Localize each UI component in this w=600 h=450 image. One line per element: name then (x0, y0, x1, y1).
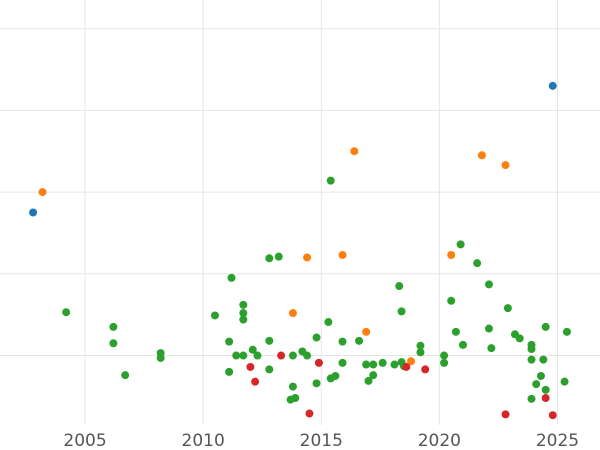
data-point-s2-54 (473, 259, 482, 268)
data-point-s2-40 (378, 358, 387, 367)
data-point-s2-7 (225, 337, 234, 346)
data-point-s2-36 (362, 360, 371, 369)
data-point-s2-62 (527, 344, 536, 353)
data-point-s2-68 (541, 385, 550, 394)
data-point-s2-42 (395, 282, 404, 291)
data-point-s2-32 (331, 371, 340, 380)
data-point-s2-18 (265, 336, 274, 345)
x-tick-label-0: 2005 (63, 431, 106, 450)
data-point-s2-11 (239, 351, 248, 360)
data-point-s2-20 (274, 252, 283, 261)
data-point-s1-8 (477, 151, 486, 160)
data-point-s2-30 (326, 176, 335, 185)
points-layer (29, 81, 571, 420)
data-point-s1-1 (288, 309, 297, 318)
data-point-s2-63 (527, 355, 536, 364)
data-point-s1-7 (447, 251, 456, 259)
data-point-s2-67 (539, 355, 548, 364)
grid-layer (0, 0, 600, 425)
data-point-s2-2 (109, 339, 118, 348)
data-point-s1-2 (303, 253, 312, 262)
data-point-s2-1 (109, 322, 118, 331)
x-tick-label-3: 2020 (418, 431, 461, 450)
data-point-s2-19 (265, 365, 274, 374)
data-point-s2-53 (458, 340, 467, 349)
data-point-s2-6 (210, 311, 219, 320)
data-point-s2-3 (121, 371, 130, 380)
data-point-s2-70 (560, 377, 569, 386)
x-tick-label-4: 2025 (536, 431, 579, 450)
data-point-s2-5 (156, 353, 165, 362)
data-point-s1-4 (350, 147, 359, 156)
data-point-s2-57 (487, 344, 496, 353)
data-point-s2-50 (447, 296, 456, 305)
data-point-s3-3 (305, 409, 314, 418)
data-point-s2-21 (288, 351, 297, 360)
data-point-s2-17 (265, 254, 274, 263)
data-point-s2-24 (291, 394, 300, 403)
data-point-s3-1 (251, 377, 260, 386)
data-point-s2-55 (484, 280, 493, 289)
data-point-s2-47 (416, 348, 425, 357)
data-point-s2-49 (440, 358, 449, 367)
data-point-s1-5 (362, 327, 371, 336)
x-tick-labels: 2005 2010 2015 2020 2025 (63, 431, 579, 450)
data-point-s2-28 (312, 379, 321, 388)
data-point-s2-56 (484, 324, 493, 333)
data-point-s2-15 (248, 345, 257, 354)
data-point-s2-46 (416, 341, 425, 350)
data-point-s0-0 (29, 208, 38, 217)
data-point-s2-60 (515, 334, 524, 343)
data-point-s2-33 (338, 337, 347, 346)
data-point-s3-8 (541, 394, 550, 403)
data-point-s3-7 (501, 410, 510, 419)
data-point-s1-9 (501, 161, 510, 170)
x-tick-label-2: 2015 (300, 431, 343, 450)
data-point-s2-64 (527, 394, 536, 403)
data-point-s3-2 (277, 351, 286, 360)
data-point-s2-35 (355, 336, 364, 345)
data-point-s2-27 (312, 333, 321, 342)
data-point-s2-38 (369, 371, 378, 380)
data-point-s1-0 (38, 188, 47, 197)
data-point-s2-13 (239, 309, 248, 318)
data-point-s2-69 (541, 322, 550, 331)
data-point-s3-5 (402, 362, 411, 371)
data-point-s1-6 (407, 357, 416, 366)
data-point-s2-65 (532, 380, 541, 389)
data-point-s2-48 (440, 351, 449, 360)
data-point-s3-9 (548, 411, 557, 420)
data-point-s2-10 (232, 351, 241, 360)
data-point-s2-26 (303, 351, 312, 360)
data-point-s2-66 (536, 371, 545, 380)
x-tick-label-1: 2010 (182, 431, 225, 450)
data-point-s0-1 (548, 81, 557, 90)
data-point-s2-51 (451, 327, 460, 336)
data-point-s2-16 (253, 351, 262, 360)
data-point-s2-22 (288, 382, 297, 391)
data-point-s2-39 (369, 360, 378, 369)
data-point-s2-43 (397, 307, 406, 316)
data-point-s2-71 (562, 327, 571, 336)
data-point-s2-9 (225, 367, 234, 376)
data-point-s2-14 (239, 315, 248, 324)
data-point-s2-41 (390, 360, 399, 369)
data-point-s3-4 (314, 358, 323, 367)
data-point-s2-58 (503, 304, 512, 313)
data-point-s2-52 (456, 240, 465, 249)
data-point-s2-29 (324, 318, 333, 327)
data-point-s2-0 (62, 308, 71, 317)
data-point-s2-8 (227, 273, 236, 282)
data-point-s2-12 (239, 300, 248, 309)
data-point-s1-3 (338, 251, 347, 259)
data-point-s3-0 (246, 362, 255, 371)
data-point-s2-34 (338, 358, 347, 367)
data-point-s3-6 (421, 365, 430, 374)
data-point-s2-37 (364, 376, 373, 385)
